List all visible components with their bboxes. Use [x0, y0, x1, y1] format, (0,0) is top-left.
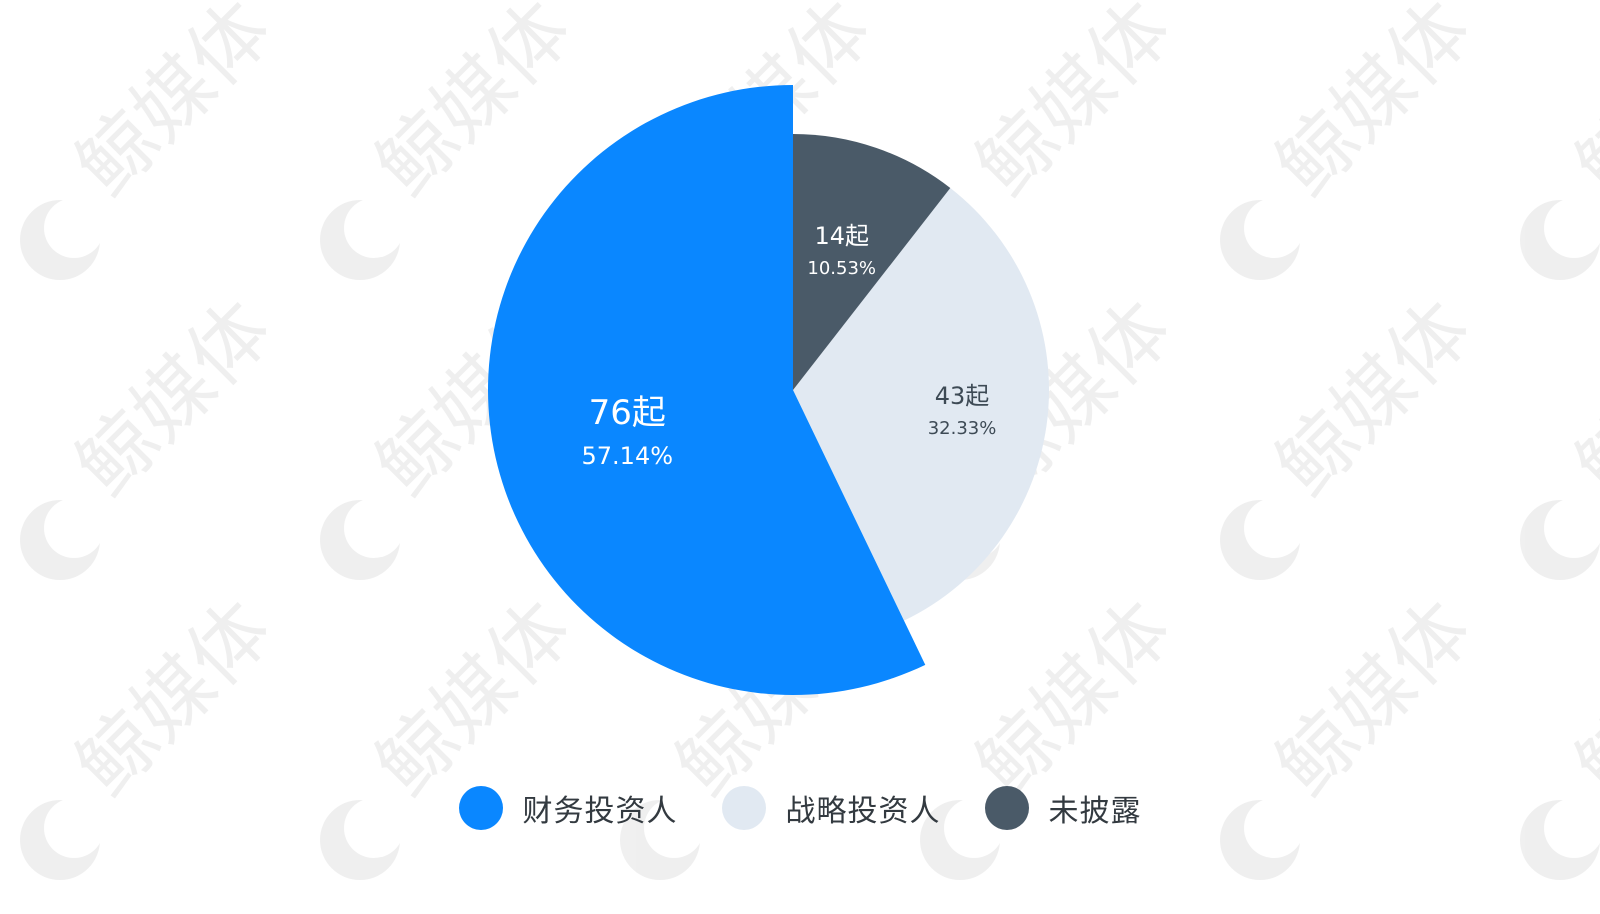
- svg-text:鲸媒体: 鲸媒体: [360, 584, 589, 813]
- slice-percent-label-strategic: 32.33%: [928, 418, 997, 439]
- watermark-logo: 鲸媒体: [1220, 584, 1489, 880]
- svg-text:鲸媒体: 鲸媒体: [360, 0, 589, 213]
- legend-swatch-strategic: [721, 786, 766, 830]
- legend-swatch-undisclosed: [984, 786, 1029, 830]
- watermark-logo: 鲸媒体: [1220, 284, 1489, 580]
- svg-text:鲸媒体: 鲸媒体: [1560, 284, 1600, 513]
- watermark-logo: 鲸媒体: [20, 0, 289, 280]
- svg-text:鲸媒体: 鲸媒体: [960, 0, 1189, 213]
- legend-item-financial: 财务投资人: [458, 786, 678, 830]
- svg-text:鲸媒体: 鲸媒体: [1560, 584, 1600, 813]
- pie-slice-strategic: [793, 188, 1049, 621]
- watermark-logo: 鲸媒体: [1520, 584, 1600, 880]
- svg-text:鲸媒体: 鲸媒体: [960, 584, 1189, 813]
- svg-text:鲸媒体: 鲸媒体: [1260, 284, 1489, 513]
- legend-label-strategic: 战略投资人: [785, 794, 941, 829]
- watermark-logo: 鲸媒体: [1520, 284, 1600, 580]
- watermark-logo: 鲸媒体: [1520, 0, 1600, 280]
- legend-swatch-financial: [458, 786, 503, 830]
- slice-count-label-financial: 76起: [589, 393, 666, 433]
- svg-text:鲸媒体: 鲸媒体: [1260, 0, 1489, 213]
- svg-text:鲸媒体: 鲸媒体: [60, 584, 289, 813]
- watermark-logo: 鲸媒体: [20, 584, 289, 880]
- watermark-logo: 鲸媒体: [20, 284, 289, 580]
- slice-percent-label-undisclosed: 10.53%: [807, 258, 876, 279]
- slice-percent-label-financial: 57.14%: [582, 442, 674, 470]
- slice-count-label-strategic: 43起: [935, 382, 990, 410]
- pie-slice-financial: [488, 85, 926, 695]
- pie-slice-undisclosed: [793, 134, 951, 390]
- watermark-logo: 鲸媒体: [920, 584, 1189, 880]
- legend-item-strategic: 战略投资人: [721, 786, 941, 830]
- svg-text:鲸媒体: 鲸媒体: [1260, 584, 1489, 813]
- svg-text:鲸媒体: 鲸媒体: [1560, 0, 1600, 213]
- watermark-logo: 鲸媒体: [320, 584, 589, 880]
- svg-text:鲸媒体: 鲸媒体: [60, 0, 289, 213]
- legend-label-financial: 财务投资人: [522, 794, 678, 829]
- svg-text:鲸媒体: 鲸媒体: [60, 284, 289, 513]
- watermark-logo: 鲸媒体: [1220, 0, 1489, 280]
- slice-count-label-undisclosed: 14起: [814, 222, 869, 250]
- chart-legend: 财务投资人 战略投资人 未披露: [0, 786, 1600, 830]
- legend-label-undisclosed: 未披露: [1048, 794, 1142, 829]
- legend-item-undisclosed: 未披露: [984, 786, 1142, 830]
